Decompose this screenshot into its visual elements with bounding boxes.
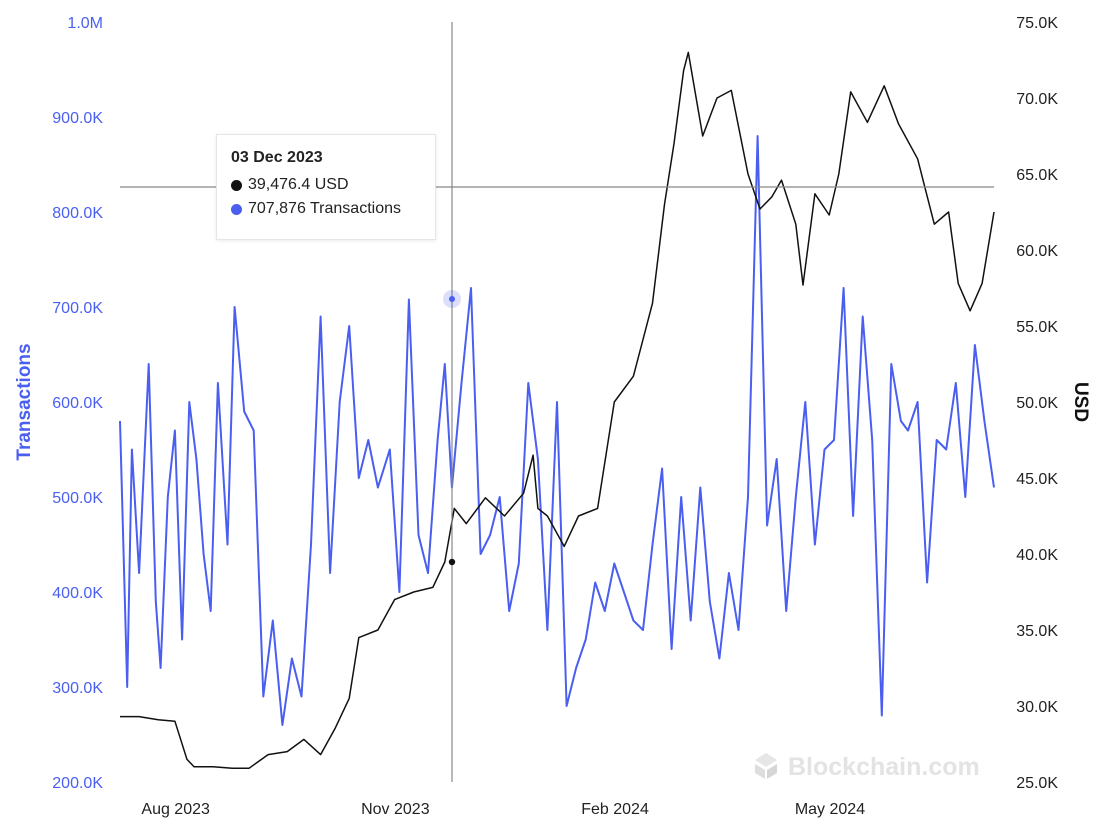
blockchain-logo-icon [755, 753, 777, 779]
tooltip-usd-row: 39,476.4 USD [231, 176, 421, 194]
right-tick-label: 50.0K [1016, 395, 1058, 412]
right-tick-label: 25.0K [1016, 775, 1058, 792]
x-tick-label: Feb 2024 [581, 801, 649, 818]
tx-marker [449, 296, 455, 302]
left-tick-label: 500.0K [52, 490, 103, 507]
x-tick-label: May 2024 [795, 801, 865, 818]
right-tick-label: 60.0K [1016, 243, 1058, 260]
tooltip-tx-row: 707,876 Transactions [231, 200, 421, 218]
right-tick-label: 45.0K [1016, 471, 1058, 488]
left-tick-label: 300.0K [52, 680, 103, 697]
right-tick-label: 40.0K [1016, 547, 1058, 564]
right-tick-label: 75.0K [1016, 15, 1058, 32]
left-tick-label: 800.0K [52, 205, 103, 222]
left-tick-label: 1.0M [67, 15, 103, 32]
left-tick-label: 200.0K [52, 775, 103, 792]
tooltip-usd-text: 39,476.4 USD [248, 176, 349, 193]
right-tick-label: 55.0K [1016, 319, 1058, 336]
x-axis-ticks: Aug 2023 Nov 2023 Feb 2024 May 2024 [141, 801, 865, 818]
usd-dot-icon [231, 179, 242, 191]
watermark: Blockchain.com [755, 753, 980, 781]
x-tick-label: Aug 2023 [141, 801, 210, 818]
right-axis-ticks: 75.0K 70.0K 65.0K 60.0K 55.0K 50.0K 45.0K 40.0K… [1016, 15, 1058, 792]
x-tick-label: Nov 2023 [361, 801, 430, 818]
right-tick-label: 65.0K [1016, 167, 1058, 184]
left-tick-label: 400.0K [52, 585, 103, 602]
right-axis-title: USD [1070, 382, 1091, 422]
usd-marker [448, 558, 456, 566]
series-layer [119, 51, 995, 770]
left-axis-ticks: 1.0M 900.0K 800.0K 700.0K 600.0K 500.0K 400.0K… [52, 15, 103, 792]
right-tick-label: 70.0K [1016, 91, 1058, 108]
left-tick-label: 700.0K [52, 300, 103, 317]
left-tick-label: 900.0K [52, 110, 103, 127]
left-axis-title: Transactions [14, 343, 35, 460]
tooltip-date: 03 Dec 2023 [231, 149, 323, 166]
watermark-text: Blockchain.com [788, 753, 980, 781]
usd-series-line [120, 51, 995, 770]
right-tick-label: 35.0K [1016, 623, 1058, 640]
tx-dot-icon [231, 203, 242, 215]
right-tick-label: 30.0K [1016, 699, 1058, 716]
tooltip-tx-text: 707,876 Transactions [248, 200, 401, 217]
left-tick-label: 600.0K [52, 395, 103, 412]
tooltip: 03 Dec 2023 39,476.4 USD 707,876 Transac… [216, 134, 436, 240]
transactions-series-line [119, 135, 995, 726]
